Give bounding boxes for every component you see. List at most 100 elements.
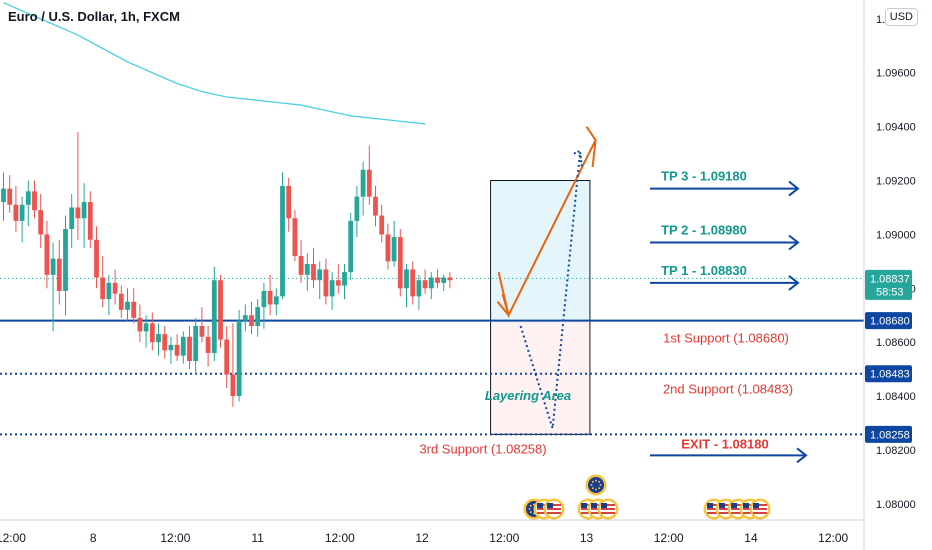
candle-body: [69, 207, 75, 230]
flag-stripe: [537, 512, 551, 514]
support1-label: 1st Support (1.08680): [663, 331, 789, 346]
exit-label: EXIT - 1.08180: [681, 436, 768, 451]
flag-stripe: [719, 508, 733, 510]
candle-body: [125, 301, 130, 310]
candle-body: [242, 315, 248, 321]
candle-body: [416, 280, 422, 297]
support-1-tag: [865, 312, 912, 330]
flag-stripe: [731, 504, 745, 506]
candle-body: [32, 191, 37, 211]
candle-body: [261, 290, 267, 308]
candle-body: [422, 280, 428, 289]
current-price-tag-sub: 58:53: [876, 286, 904, 298]
exit-arrowhead: [796, 447, 808, 464]
y-tick-label: 1.08200: [876, 445, 916, 457]
projection-paths-layer: [496, 126, 597, 429]
flag-canton: [581, 503, 587, 508]
y-tick-label: 1.08600: [876, 337, 916, 349]
y-tick-label: 1.09600: [876, 68, 916, 80]
candles-layer: [1, 132, 453, 407]
flag-stripe: [547, 508, 561, 510]
flag-star: [591, 487, 594, 490]
us-event-flag: [597, 498, 619, 520]
flag-stripe: [547, 512, 561, 514]
bullish-arrowhead: [585, 126, 597, 168]
candle-body: [435, 277, 440, 283]
candle-body: [236, 320, 242, 397]
candle-body: [397, 237, 403, 289]
candle-body: [304, 264, 310, 275]
candle-body: [211, 280, 217, 353]
x-tick-label: 12:00: [489, 531, 519, 545]
candle-body: [193, 326, 199, 362]
candle-body: [348, 220, 354, 273]
flag-canton: [731, 503, 737, 508]
candle-body: [118, 293, 124, 310]
flag-canton: [601, 503, 607, 508]
y-tick-label: 1.08400: [876, 391, 916, 403]
flag-stripe: [591, 504, 605, 506]
support-3-tag-label: 1.08258: [870, 429, 910, 441]
candle-body: [94, 239, 99, 278]
y-tick-label: 1.08000: [876, 499, 916, 511]
candle-body: [292, 218, 298, 256]
candle-body: [7, 188, 13, 205]
candle-body: [335, 280, 341, 286]
candle-body: [143, 323, 149, 332]
candle-body: [404, 269, 409, 289]
flag-stripe: [731, 508, 745, 510]
candle-body: [13, 204, 19, 221]
candle-body: [441, 277, 447, 283]
tp3-label: TP 3 - 1.09180: [661, 169, 747, 184]
tp1-arrowhead: [788, 275, 800, 291]
candle-body: [199, 326, 205, 337]
flag-stripe: [707, 504, 721, 506]
candle-body: [218, 280, 223, 340]
candle-body: [428, 277, 434, 289]
candle-body: [267, 290, 273, 305]
y-tick-label: 1.09000: [876, 229, 916, 241]
flag-star: [598, 487, 601, 490]
candle-body: [373, 196, 378, 216]
candle-body: [360, 169, 366, 197]
candle-body: [1, 188, 6, 203]
x-tick-label: 12: [415, 531, 429, 545]
candle-body: [81, 202, 87, 219]
support2-label: 2nd Support (1.08483): [663, 382, 793, 397]
economic-events-layer: [523, 474, 771, 520]
layering-zone-box: [490, 320, 591, 435]
x-tick-label: 12:00: [818, 531, 848, 545]
candle-body: [224, 339, 230, 375]
flag-stripe: [581, 504, 595, 506]
candle-body: [298, 255, 304, 275]
support-3-tag: [865, 425, 912, 443]
flag-canton: [547, 503, 553, 508]
flag-stripe: [753, 504, 767, 506]
flag-canton: [743, 503, 749, 508]
us-event-flag: [543, 498, 565, 520]
candle-body: [391, 237, 397, 262]
flag-stripe: [719, 504, 733, 506]
zones-layer: [490, 180, 591, 435]
flag-stripe: [731, 512, 745, 514]
flag-star: [595, 479, 597, 482]
support-2-tag: [865, 365, 912, 383]
flag-canton: [707, 503, 713, 508]
currency-button[interactable]: USD: [884, 8, 918, 26]
layering-area-label: Layering Area: [485, 388, 571, 403]
candle-body: [25, 191, 31, 205]
flag-star: [591, 480, 594, 483]
tp2-label: TP 2 - 1.08980: [661, 222, 747, 237]
candle-body: [174, 344, 180, 356]
flag-stripe: [719, 512, 733, 514]
candle-body: [249, 315, 254, 327]
candle-body: [87, 202, 93, 240]
x-tick-label: 12:00: [0, 531, 26, 545]
y-tick-label: 1.09400: [876, 122, 916, 134]
flag-canton: [753, 503, 759, 508]
candle-body: [280, 185, 285, 297]
support-2-tag-label: 1.08483: [870, 369, 910, 381]
candle-body: [342, 272, 347, 286]
